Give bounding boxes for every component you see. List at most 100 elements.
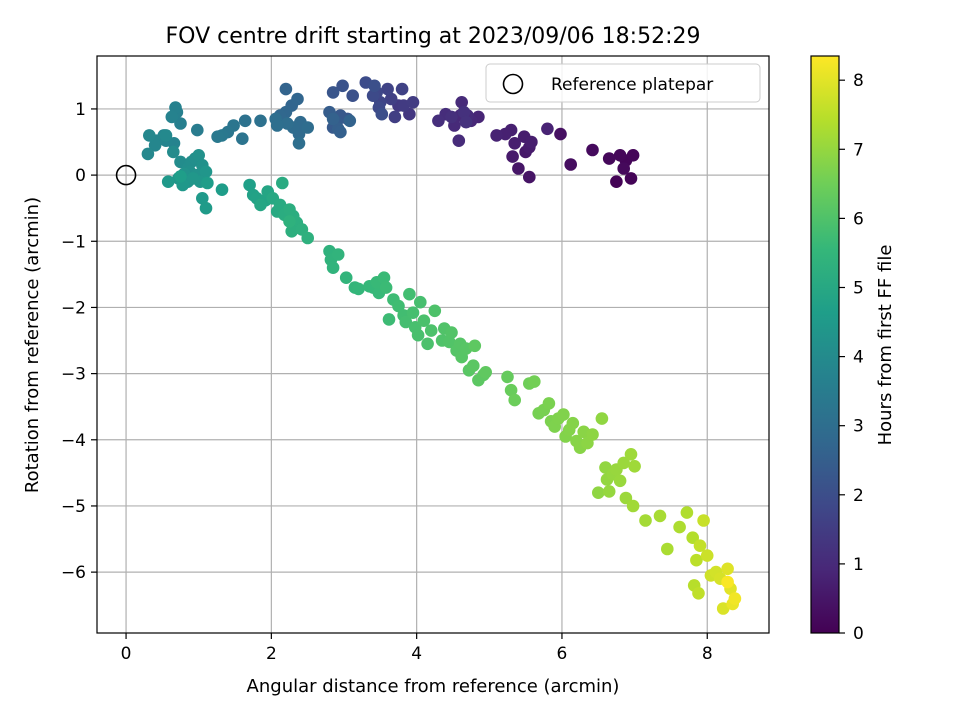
data-point [721, 575, 734, 589]
data-point [243, 178, 256, 192]
data-point [653, 509, 667, 523]
data-point [276, 176, 289, 190]
data-point [586, 428, 599, 441]
data-point [283, 203, 296, 216]
chart-title: FOV centre drift starting at 2023/09/06 … [166, 24, 701, 49]
data-point [421, 337, 434, 351]
data-point [301, 231, 315, 245]
data-point [467, 359, 480, 373]
colorbar-tick-label: 0 [853, 624, 864, 644]
colorbar-tick-label: 3 [853, 417, 864, 437]
data-point [406, 96, 420, 109]
data-point [501, 370, 514, 384]
data-point [506, 150, 519, 163]
data-point [254, 114, 267, 128]
colorbar-tick-label: 5 [853, 278, 864, 298]
plot-frame [96, 55, 770, 634]
colorbar [810, 55, 840, 634]
data-point [479, 366, 493, 379]
data-point [159, 129, 173, 142]
data-point [334, 125, 347, 139]
data-point [557, 408, 570, 421]
data-point [199, 165, 213, 179]
data-point [508, 393, 521, 407]
data-point [384, 92, 398, 106]
data-point [445, 326, 458, 339]
data-point [716, 602, 730, 615]
data-point [542, 397, 556, 410]
data-point [292, 137, 306, 150]
data-point [339, 271, 353, 285]
data-point [639, 514, 652, 527]
data-point [432, 114, 445, 128]
data-point [301, 121, 315, 134]
colorbar-tick-label: 4 [853, 348, 864, 368]
y-tick-label: −4 [61, 431, 86, 451]
data-point [165, 110, 179, 124]
data-point [661, 542, 674, 556]
data-point [392, 299, 405, 313]
data-point [523, 170, 536, 184]
data-point [602, 152, 616, 165]
data-point [366, 89, 380, 102]
data-point [595, 412, 609, 425]
colorbar-tick-label: 7 [853, 140, 864, 160]
data-point [617, 162, 630, 175]
legend-marker [502, 73, 524, 95]
data-point [174, 170, 187, 183]
data-point [602, 485, 616, 498]
data-point [697, 514, 710, 527]
data-point [375, 107, 389, 121]
data-point [528, 375, 541, 388]
data-point [592, 486, 605, 500]
data-point [191, 123, 204, 137]
data-point [395, 82, 409, 96]
data-point [273, 198, 287, 212]
reference-platepar-marker [115, 164, 137, 186]
y-tick-label: 1 [75, 100, 86, 120]
data-point [211, 130, 224, 143]
data-point [428, 304, 442, 318]
x-tick-label: 4 [411, 644, 422, 664]
colorbar-tick-label: 2 [853, 486, 864, 506]
data-point [468, 339, 482, 353]
data-point [285, 225, 299, 238]
x-tick-label: 2 [266, 644, 277, 664]
colorbar-tick-label: 1 [853, 555, 864, 575]
data-point [141, 147, 155, 161]
data-point [174, 117, 187, 130]
legend: Reference platepar [485, 63, 761, 103]
data-point [326, 86, 340, 99]
x-tick-label: 8 [702, 644, 713, 664]
colorbar-ticks: 0 1 2 3 4 5 6 7 8 [839, 71, 864, 644]
data-point [148, 139, 162, 152]
data-point [236, 132, 249, 145]
x-tick-label: 6 [557, 644, 568, 664]
data-point [336, 79, 349, 93]
data-point [143, 129, 156, 142]
legend-label: Reference platepar [551, 75, 713, 95]
data-point [186, 172, 200, 185]
data-point [352, 282, 365, 296]
data-point [586, 143, 599, 157]
data-point [673, 520, 686, 534]
data-point [388, 110, 402, 124]
data-point [377, 271, 391, 285]
data-point [693, 539, 707, 552]
data-point [326, 112, 340, 126]
data-point [201, 176, 214, 190]
data-point [445, 110, 458, 124]
data-point [291, 92, 304, 106]
data-point [417, 314, 431, 328]
y-tick-label: −1 [61, 232, 86, 252]
y-tick-label: −2 [61, 298, 86, 318]
data-point [541, 122, 554, 136]
data-point [199, 201, 213, 215]
data-point [508, 137, 521, 150]
data-point [613, 149, 627, 162]
data-point [331, 248, 345, 261]
data-point [617, 456, 630, 470]
data-point [459, 115, 473, 129]
x-tick-label: 0 [121, 644, 132, 664]
